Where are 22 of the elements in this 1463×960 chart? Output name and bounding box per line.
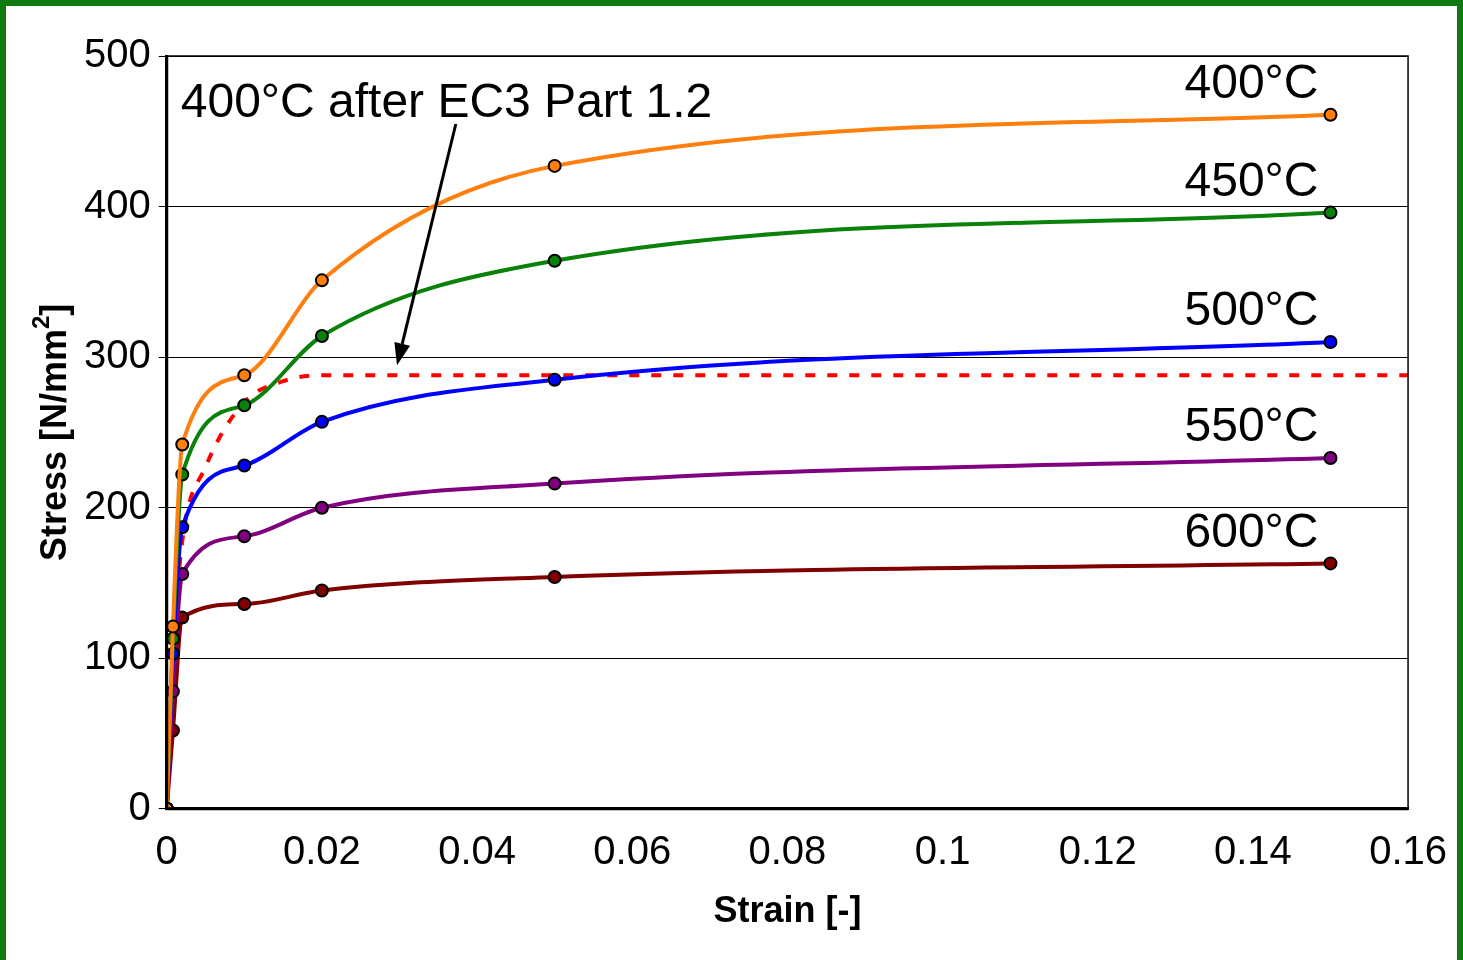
x-tick-label: 0.04	[438, 827, 516, 872]
y-tick-label: 100	[83, 633, 151, 678]
y-tick-label: 300	[83, 332, 151, 377]
y-axis-title: Stress [N/mm2]	[26, 303, 74, 562]
x-tick-label: 0.08	[748, 827, 827, 872]
y-tick-label: 200	[83, 482, 151, 527]
x-tick-label: 0.14	[1213, 827, 1292, 872]
series-label: 600°C	[1184, 503, 1319, 557]
annotation: 400°C after EC3 Part 1.2	[180, 74, 713, 128]
series-label: 450°C	[1184, 152, 1319, 206]
y-tick-label: 500	[83, 31, 151, 76]
x-tick-label: 0.12	[1058, 827, 1137, 872]
y-tick-label: 0	[128, 783, 151, 828]
y-tick-label: 400	[83, 181, 151, 226]
x-tick-label: 0.02	[282, 827, 361, 872]
x-tick-label: 0.16	[1369, 827, 1447, 872]
series-label: 550°C	[1184, 398, 1319, 452]
x-axis-title: Strain [-]	[713, 889, 862, 931]
series-label: 400°C	[1184, 54, 1319, 108]
series-label: 500°C	[1184, 282, 1319, 336]
x-tick-label: 0.06	[593, 827, 672, 872]
x-tick-label: 0.1	[914, 827, 971, 872]
